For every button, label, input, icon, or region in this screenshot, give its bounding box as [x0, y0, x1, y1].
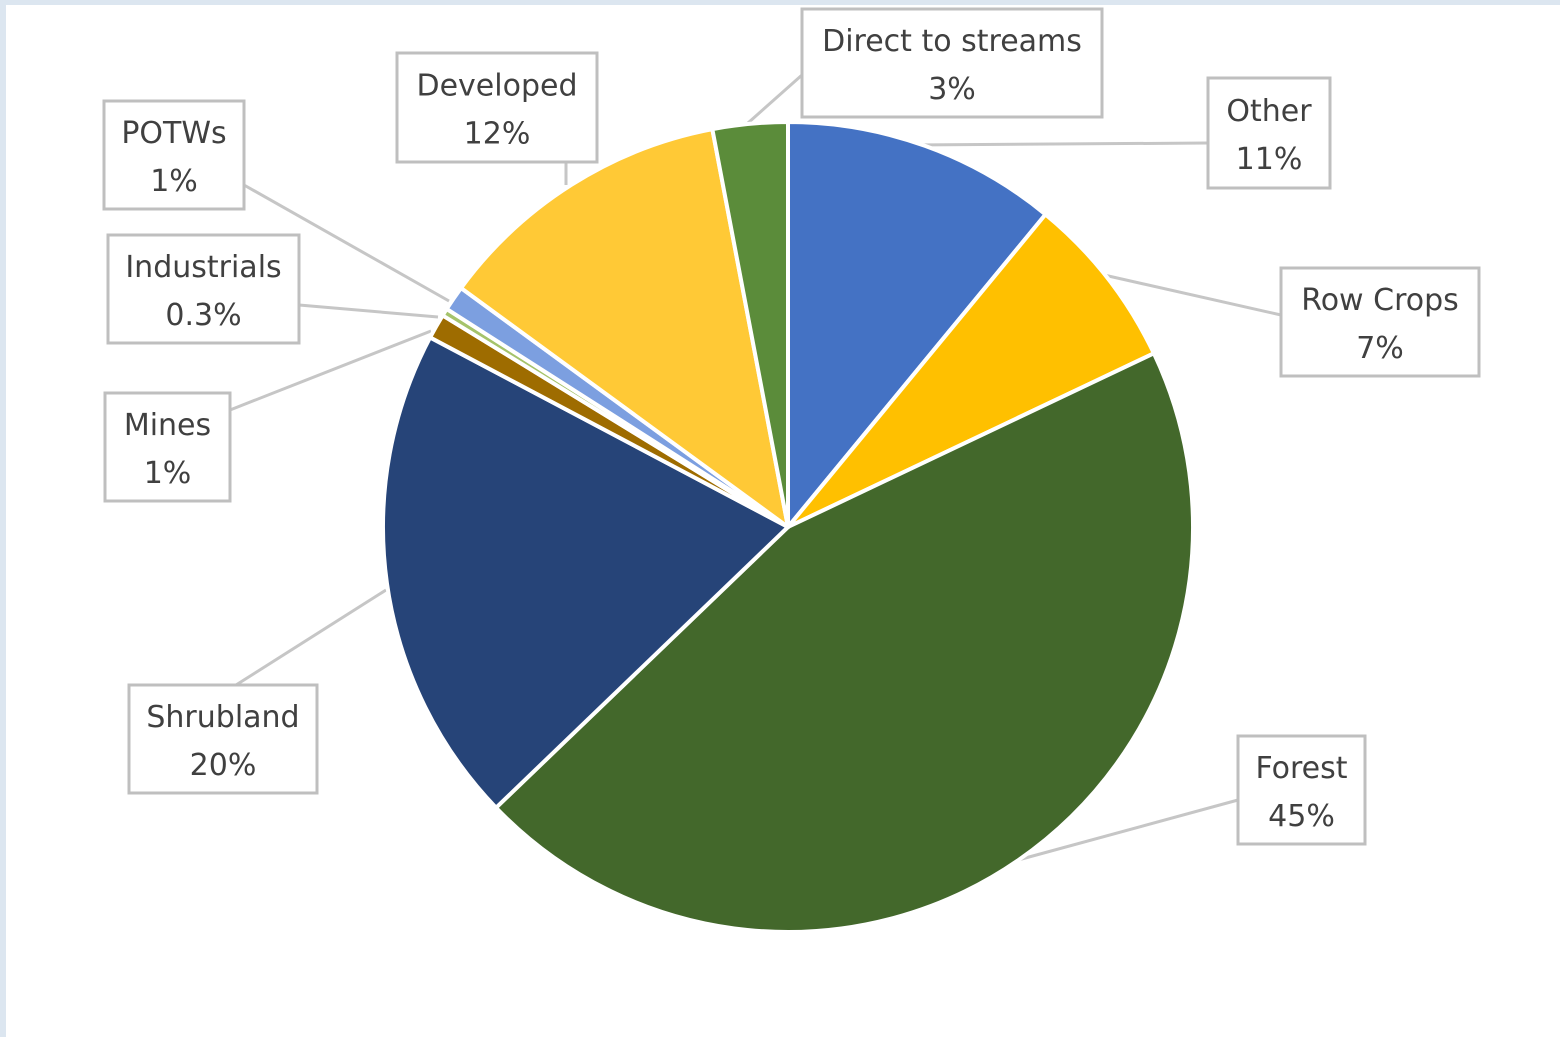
- data-label-shrubland: Shrubland 20%: [127, 683, 319, 795]
- data-label-other: Other 11%: [1206, 76, 1332, 190]
- data-label-name: Other: [1226, 94, 1312, 129]
- leader-line-shrubland: [235, 588, 387, 687]
- data-label-box: [106, 233, 301, 345]
- data-label-value: 45%: [1268, 799, 1335, 834]
- data-label-value: 3%: [928, 72, 976, 107]
- leader-line-other: [910, 141, 1209, 147]
- data-label-name: Row Crops: [1301, 283, 1459, 318]
- data-label-industrials: Industrials 0.3%: [106, 233, 301, 345]
- data-label-box: [395, 51, 599, 164]
- data-label-name: Industrials: [125, 250, 281, 285]
- data-label-box: [800, 7, 1104, 119]
- pie-slice-forest: [494, 351, 1195, 934]
- data-label-name: Forest: [1255, 751, 1347, 786]
- data-label-value: 0.3%: [165, 298, 241, 333]
- data-label-box: [103, 391, 232, 503]
- data-label-value: 20%: [190, 748, 257, 783]
- pie-slice-shrubland: [381, 335, 790, 810]
- data-label-forest: Forest 45%: [1236, 734, 1367, 846]
- data-label-name: POTWs: [121, 116, 226, 151]
- leader-line-industrials: [298, 303, 439, 319]
- data-label-box: [1206, 76, 1332, 190]
- pie-slice-developed: [459, 127, 790, 529]
- pie-slice-other: [786, 120, 1048, 529]
- pie-slice-direct-to-streams: [710, 120, 790, 529]
- leader-lines: [229, 73, 1282, 862]
- data-label-box: [1279, 266, 1481, 378]
- data-label-potws: POTWs 1%: [102, 99, 246, 211]
- leader-line-mines: [229, 329, 432, 412]
- data-label-developed: Developed 12%: [395, 51, 599, 164]
- data-label-name: Mines: [124, 408, 211, 443]
- data-label-value: 1%: [144, 456, 192, 491]
- pie-chart: Other 11% Row Crops 7% Forest 45% Shrubland 20%…: [102, 7, 1481, 934]
- data-label-row-crops: Row Crops 7%: [1279, 266, 1481, 378]
- data-label-value: 12%: [464, 117, 531, 152]
- data-label-name: Direct to streams: [822, 24, 1082, 59]
- data-label-value: 7%: [1356, 331, 1404, 366]
- leader-line-row-crops: [1103, 273, 1282, 317]
- data-label-value: 11%: [1236, 142, 1303, 177]
- data-label-box: [102, 99, 246, 211]
- data-label-value: 1%: [150, 164, 198, 199]
- pie-slice-row-crops: [786, 212, 1156, 529]
- leader-line-forest: [1017, 798, 1239, 862]
- data-label-name: Shrubland: [146, 700, 299, 735]
- data-label-box: [127, 683, 319, 795]
- data-labels: Other 11% Row Crops 7% Forest 45% Shrubland 20%…: [102, 7, 1481, 846]
- leader-line-potws: [243, 183, 450, 303]
- pie-slices: [381, 120, 1195, 934]
- leader-line-direct-to-streams: [747, 73, 803, 125]
- data-label-box: [1236, 734, 1367, 846]
- data-label-direct-to-streams: Direct to streams 3%: [800, 7, 1104, 119]
- data-label-mines: Mines 1%: [103, 391, 232, 503]
- data-label-name: Developed: [416, 69, 577, 104]
